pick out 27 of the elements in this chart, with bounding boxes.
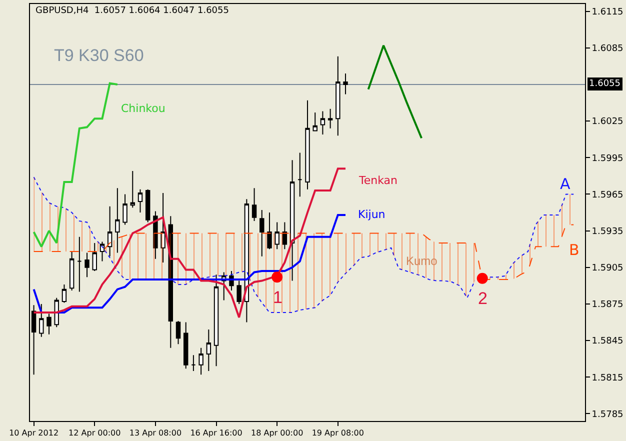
series-label: Chinkou [121,102,166,115]
series-label: A [560,175,571,193]
x-tick-label: 10 Apr 2012 [9,428,59,438]
y-tick-label: 1.5965 [592,190,624,200]
series-label: Kijun [358,208,386,221]
x-tick-label: 19 Apr 08:00 [312,428,364,438]
x-tick-label: 16 Apr 16:00 [190,428,242,438]
y-tick-label: 1.5905 [592,264,624,274]
annotation: 1 [273,288,282,307]
series-label: Tenkan [358,174,398,187]
y-tick-label: 1.5875 [592,300,624,310]
annotation: T9 K30 S60 [54,46,144,65]
x-tick-label: 12 Apr 00:00 [68,428,121,438]
y-tick-label: 1.5935 [592,226,624,237]
y-tick-label: 1.5815 [592,373,624,384]
x-tick-label: 18 Apr 00:00 [251,428,304,438]
y-tick-label: 1.6025 [592,117,624,128]
y-tick-label: 1.6115 [592,7,624,18]
series-label: B [569,241,580,259]
x-tick-label: 13 Apr 08:00 [129,428,182,438]
annotation: 2 [478,289,488,308]
y-tick-label: 1.5785 [592,410,624,420]
ref-line-label: 1.6055 [589,79,620,89]
chart-title: GBPUSD,H4 1.6057 1.6064 1.6047 1.6055 [36,6,229,16]
y-tick-label: 1.6085 [592,44,624,54]
y-tick-label: 1.5845 [592,336,624,347]
y-tick-label: 1.5995 [592,154,624,164]
